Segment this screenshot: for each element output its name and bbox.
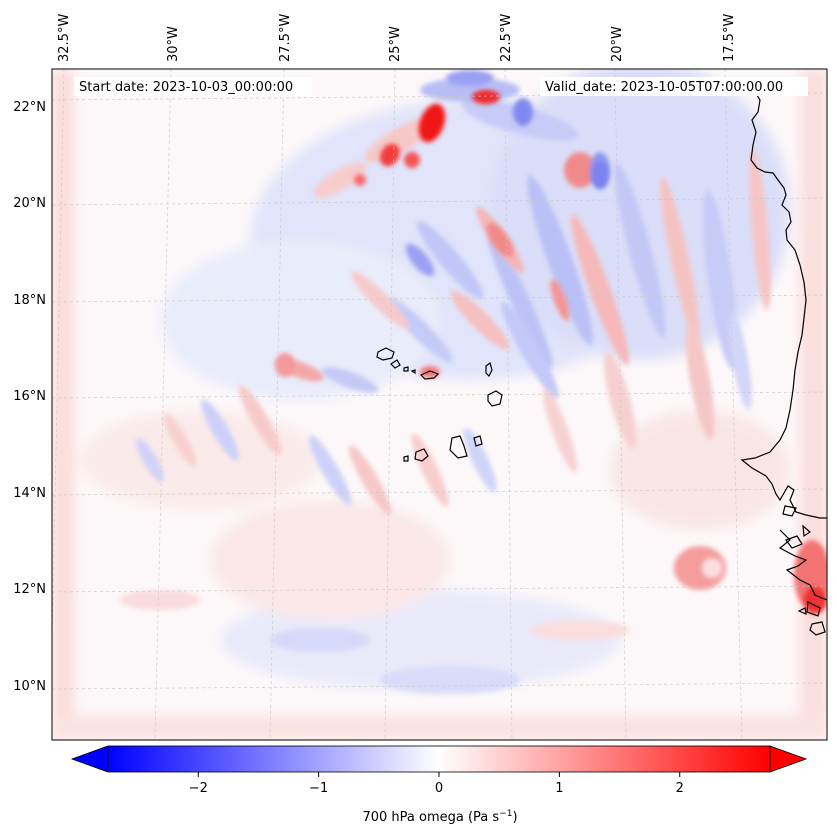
colorbar-units: (Pa s (468, 810, 499, 825)
sal-island (485, 361, 493, 378)
colorbar-tick-label: 1 (555, 781, 563, 796)
lat-tick-label: 16°N (13, 389, 46, 404)
colorbar: −2 −1 0 1 2 700 hPa omega (Pa s−1) (70, 745, 808, 825)
colorbar-units-exponent: −1 (499, 809, 512, 819)
colorbar-variable: 700 hPa omega (362, 810, 463, 825)
boa-vista-island (487, 390, 503, 407)
start-date-box (74, 77, 312, 96)
lat-tick-label: 14°N (13, 486, 46, 501)
fogo-island (414, 448, 429, 462)
lon-tick-label: 27.5°W (278, 14, 293, 62)
lon-tick-label: 30°W (166, 26, 181, 62)
brava-island (403, 455, 409, 462)
lon-tick-label: 25°W (388, 26, 403, 62)
cape-verde-islands (376, 347, 503, 462)
lat-tick-label: 20°N (13, 196, 46, 211)
lat-tick-label: 18°N (13, 293, 46, 308)
lon-tick-labels: 32.5°W 30°W 27.5°W 25°W 22.5°W 20°W 17.5… (57, 14, 737, 62)
colorbar-tick-label: −1 (309, 781, 328, 796)
colorbar-extend-min (70, 745, 109, 773)
lon-tick-label: 20°W (610, 26, 625, 62)
colorbar-extend-max (769, 745, 808, 773)
colorbar-tick-label: −2 (189, 781, 208, 796)
colorbar-tick-label: 2 (676, 781, 684, 796)
lon-tick-label: 32.5°W (57, 14, 72, 62)
coastlines (740, 91, 827, 636)
lat-tick-label: 10°N (13, 679, 46, 694)
start-date-label: Start date: 2023-10-03_00:00:00 (79, 80, 293, 95)
map-area (52, 69, 827, 740)
guinea-bissau-coast (778, 529, 827, 601)
colorbar-ticks (197, 772, 681, 777)
colorbar-gradient (108, 746, 770, 772)
valid-date-label: Valid_date: 2023-10-05T07:00:00.00 (545, 80, 783, 95)
colorbar-tick-label: 0 (435, 781, 443, 796)
lat-tick-label: 22°N (13, 100, 46, 115)
lon-tick-label: 22.5°W (499, 14, 514, 62)
maio-island (473, 435, 483, 447)
santiago-island (449, 435, 468, 459)
colorbar-label: 700 hPa omega (Pa s−1) (362, 809, 517, 825)
colorbar-tick-labels: −2 −1 0 1 2 (189, 781, 684, 796)
lat-tick-labels: 22°N 20°N 18°N 16°N 14°N 12°N 10°N (13, 100, 46, 694)
map-frame (51, 68, 828, 741)
valid-date-box (540, 77, 808, 96)
santo-antao-island (376, 347, 395, 361)
omega-field (52, 69, 827, 740)
colorbar-units-close: ) (512, 810, 517, 825)
sao-vicente-island (390, 359, 401, 369)
lon-tick-label: 17.5°W (722, 14, 737, 62)
africa-coastline (740, 91, 827, 519)
lat-tick-label: 12°N (13, 582, 46, 597)
sao-nicolau-island (419, 370, 440, 380)
